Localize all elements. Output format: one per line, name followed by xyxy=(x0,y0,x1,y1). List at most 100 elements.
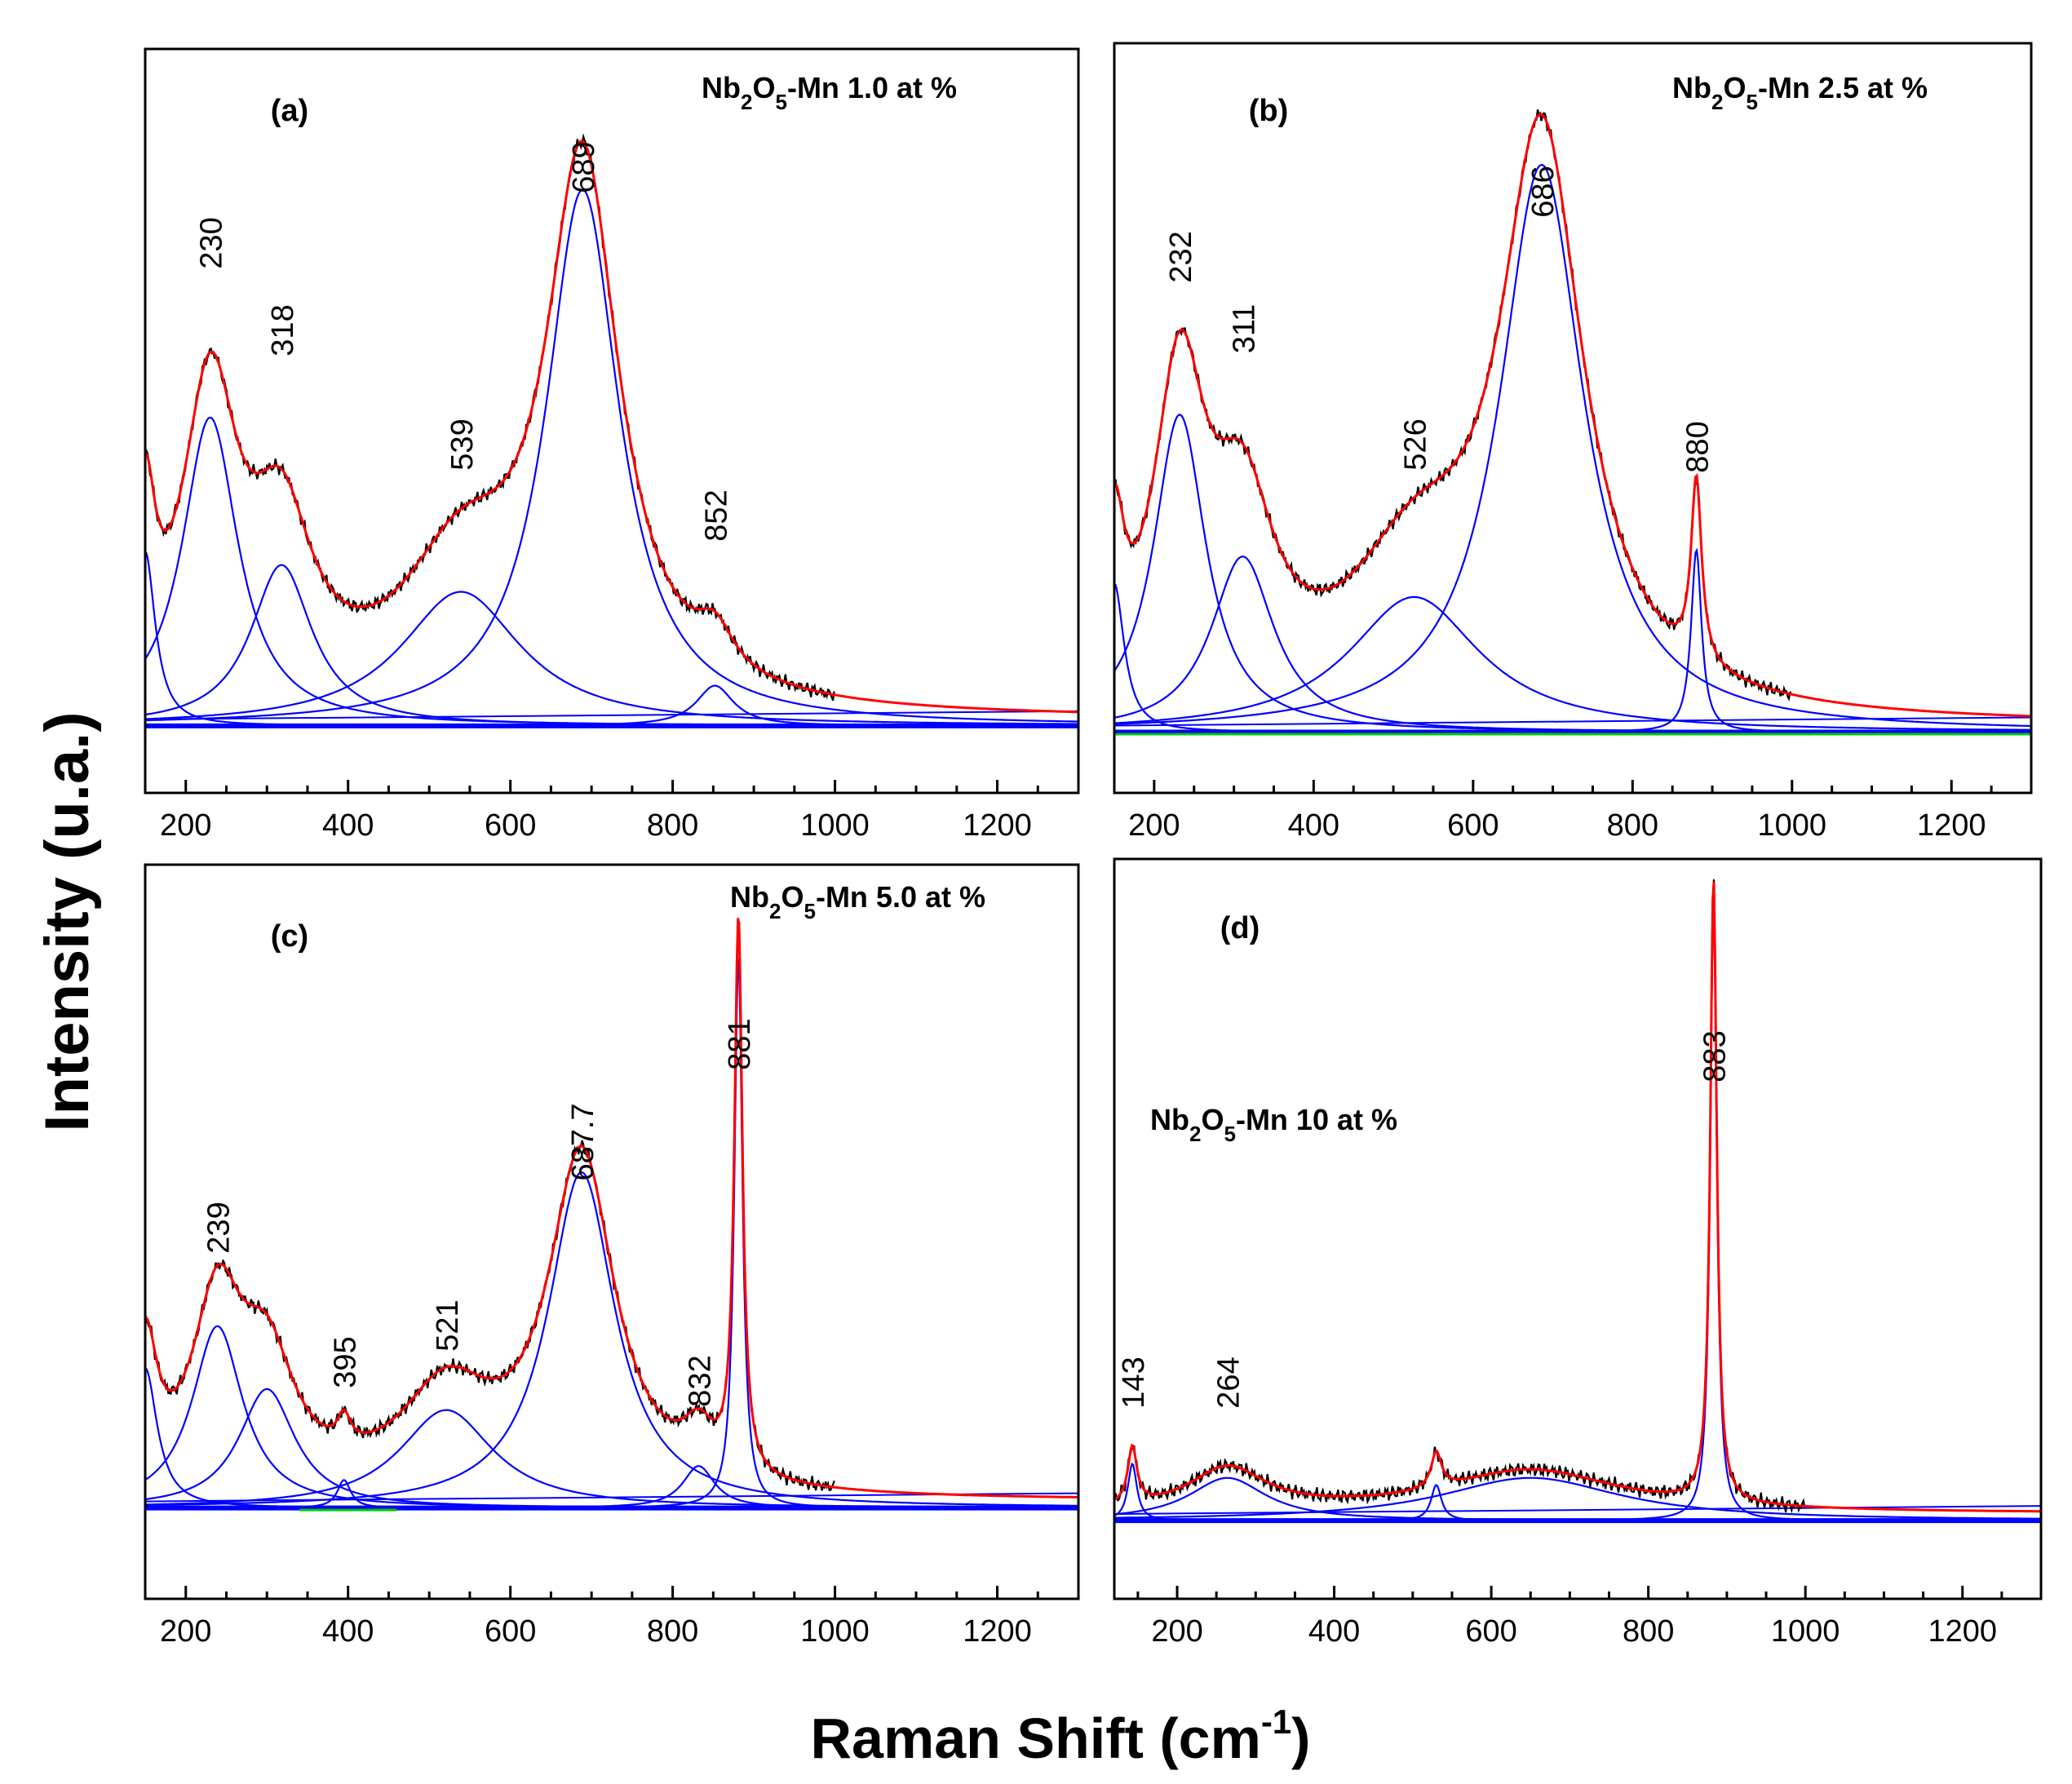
peak-label: 264 xyxy=(1212,1357,1246,1408)
x-tick-label: 400 xyxy=(1288,808,1339,843)
sample-label: Nb2O5-Mn 1.0 at % xyxy=(702,71,957,114)
sample-label-part: 2 xyxy=(1189,1122,1201,1146)
component-curve xyxy=(145,188,1078,723)
peak-label: 686 xyxy=(1526,166,1561,217)
peak-label: 521 xyxy=(431,1299,465,1351)
panel-tag: (c) xyxy=(271,919,308,954)
sample-label-part: 5 xyxy=(1746,90,1757,114)
plot-area xyxy=(1114,109,2031,736)
panel-b: 200 400 600 800 1000 1200 (b) Nb2O5-Mn 2.5 at %… xyxy=(1113,42,2033,843)
panel-frame xyxy=(1113,857,2043,1600)
panel-frame xyxy=(144,47,1080,795)
x-tick-label: 800 xyxy=(647,808,698,843)
component-curve xyxy=(145,564,1078,727)
x-tick-label: 600 xyxy=(485,808,536,843)
x-tick-label: 1200 xyxy=(963,1614,1032,1649)
panel-frame xyxy=(144,863,1080,1600)
component-curve xyxy=(1114,582,2030,733)
peak-label: 311 xyxy=(1227,304,1261,354)
sample-label-part: -Mn 10 at % xyxy=(1236,1103,1397,1136)
y-axis-title: Intensity (u.a.) xyxy=(33,711,102,1131)
sample-label-part: 2 xyxy=(741,90,752,114)
x-tick-label: 600 xyxy=(1465,1614,1516,1649)
plot-area xyxy=(145,133,1078,728)
sample-label: Nb2O5-Mn 2.5 at % xyxy=(1672,71,1928,114)
x-tick-label: 200 xyxy=(160,1614,211,1649)
peak-label: 689 xyxy=(567,141,601,193)
peak-label: 539 xyxy=(445,418,480,470)
x-axis-title-main: Raman Shift (cm xyxy=(811,1707,1261,1770)
sample-label-part: O xyxy=(752,71,775,104)
panel-tag: (d) xyxy=(1220,911,1260,945)
peak-label: 880 xyxy=(1680,421,1715,472)
x-tick-label: 800 xyxy=(647,1614,698,1649)
x-tick-label: 200 xyxy=(160,808,211,843)
baseline-line xyxy=(1114,1505,2041,1516)
x-tick-label: 800 xyxy=(1623,1614,1674,1649)
component-curve xyxy=(145,684,1078,727)
x-tick-label: 400 xyxy=(322,1614,374,1649)
baseline-line xyxy=(1114,716,2031,727)
component-curve xyxy=(145,1171,1078,1507)
x-tick-label: 1000 xyxy=(1758,808,1827,843)
x-tick-label: 600 xyxy=(485,1614,536,1649)
sample-label-part: O xyxy=(1201,1103,1224,1136)
sample-label-part: -Mn 2.5 at % xyxy=(1758,71,1928,104)
component-curve xyxy=(145,591,1078,725)
component-curve xyxy=(145,958,1078,1509)
component-curve xyxy=(145,1388,1078,1509)
fit-curve xyxy=(1114,882,2040,1513)
component-curve xyxy=(145,416,1078,727)
sample-label-part: Nb xyxy=(1150,1103,1189,1136)
x-tick-label: 1000 xyxy=(800,808,870,843)
component-curve xyxy=(1114,1476,2040,1520)
component-curve xyxy=(1114,901,2040,1522)
sample-label-part: Nb xyxy=(730,880,769,914)
sample-label-part: -Mn 5.0 at % xyxy=(816,880,985,914)
sample-label-part: 5 xyxy=(775,90,786,114)
panels: 200 400 600 800 1000 1200 (a) Nb2O5-Mn 1.0 at %… xyxy=(144,42,2043,1649)
fit-curve xyxy=(145,139,1078,714)
x-axis-title-end: ) xyxy=(1291,1707,1310,1770)
panel-c: 200 400 600 800 1000 1200 (c) Nb2O5-Mn 5.0 at %… xyxy=(144,863,1080,1649)
x-tick-label: 200 xyxy=(1128,808,1180,843)
sample-label-part: 5 xyxy=(1224,1122,1235,1146)
baseline-line xyxy=(145,710,1078,720)
sample-label: Nb2O5-Mn 10 at % xyxy=(1150,1103,1397,1146)
sample-label-part: O xyxy=(781,880,804,914)
peak-label: 143 xyxy=(1117,1357,1151,1408)
x-tick-label: 400 xyxy=(322,808,374,843)
panel-tag: (a) xyxy=(271,94,308,128)
sample-label-part: 2 xyxy=(769,899,781,923)
component-curve xyxy=(1114,547,2030,733)
peak-label: 883 xyxy=(1698,1030,1733,1082)
panel-d: 200 400 600 800 1000 1200 (d) Nb2O5-Mn 10 at % 1… xyxy=(1113,857,2043,1649)
peak-label: 318 xyxy=(266,304,300,356)
sample-label-part: Nb xyxy=(1672,71,1711,104)
peak-label: 526 xyxy=(1398,418,1432,470)
experimental-spectrum xyxy=(145,133,835,702)
peak-label: 230 xyxy=(195,217,229,268)
fit-curve xyxy=(145,918,1078,1498)
sample-label-part: Nb xyxy=(702,71,741,104)
x-tick-label: 1200 xyxy=(1928,1614,1997,1649)
plot-area xyxy=(1114,879,2041,1524)
x-tick-label: 400 xyxy=(1308,1614,1360,1649)
x-tick-label: 200 xyxy=(1151,1614,1202,1649)
plot-area xyxy=(145,918,1078,1512)
fit-curve xyxy=(1114,113,2030,718)
component-curve xyxy=(1114,595,2030,731)
component-curve xyxy=(145,1367,1078,1509)
peak-label: 239 xyxy=(202,1202,237,1253)
peak-label: 852 xyxy=(699,489,733,541)
x-tick-label: 1000 xyxy=(800,1614,870,1649)
peak-label: 687.7 xyxy=(566,1103,600,1180)
x-axis-title-sup: -1 xyxy=(1261,1702,1291,1741)
x-tick-label: 1200 xyxy=(1917,808,1986,843)
panel-tag: (b) xyxy=(1249,94,1289,128)
component-curve xyxy=(1114,163,2030,728)
experimental-spectrum xyxy=(1114,109,1792,702)
peak-label: 881 xyxy=(723,1018,757,1069)
sample-label-part: 5 xyxy=(804,899,815,923)
